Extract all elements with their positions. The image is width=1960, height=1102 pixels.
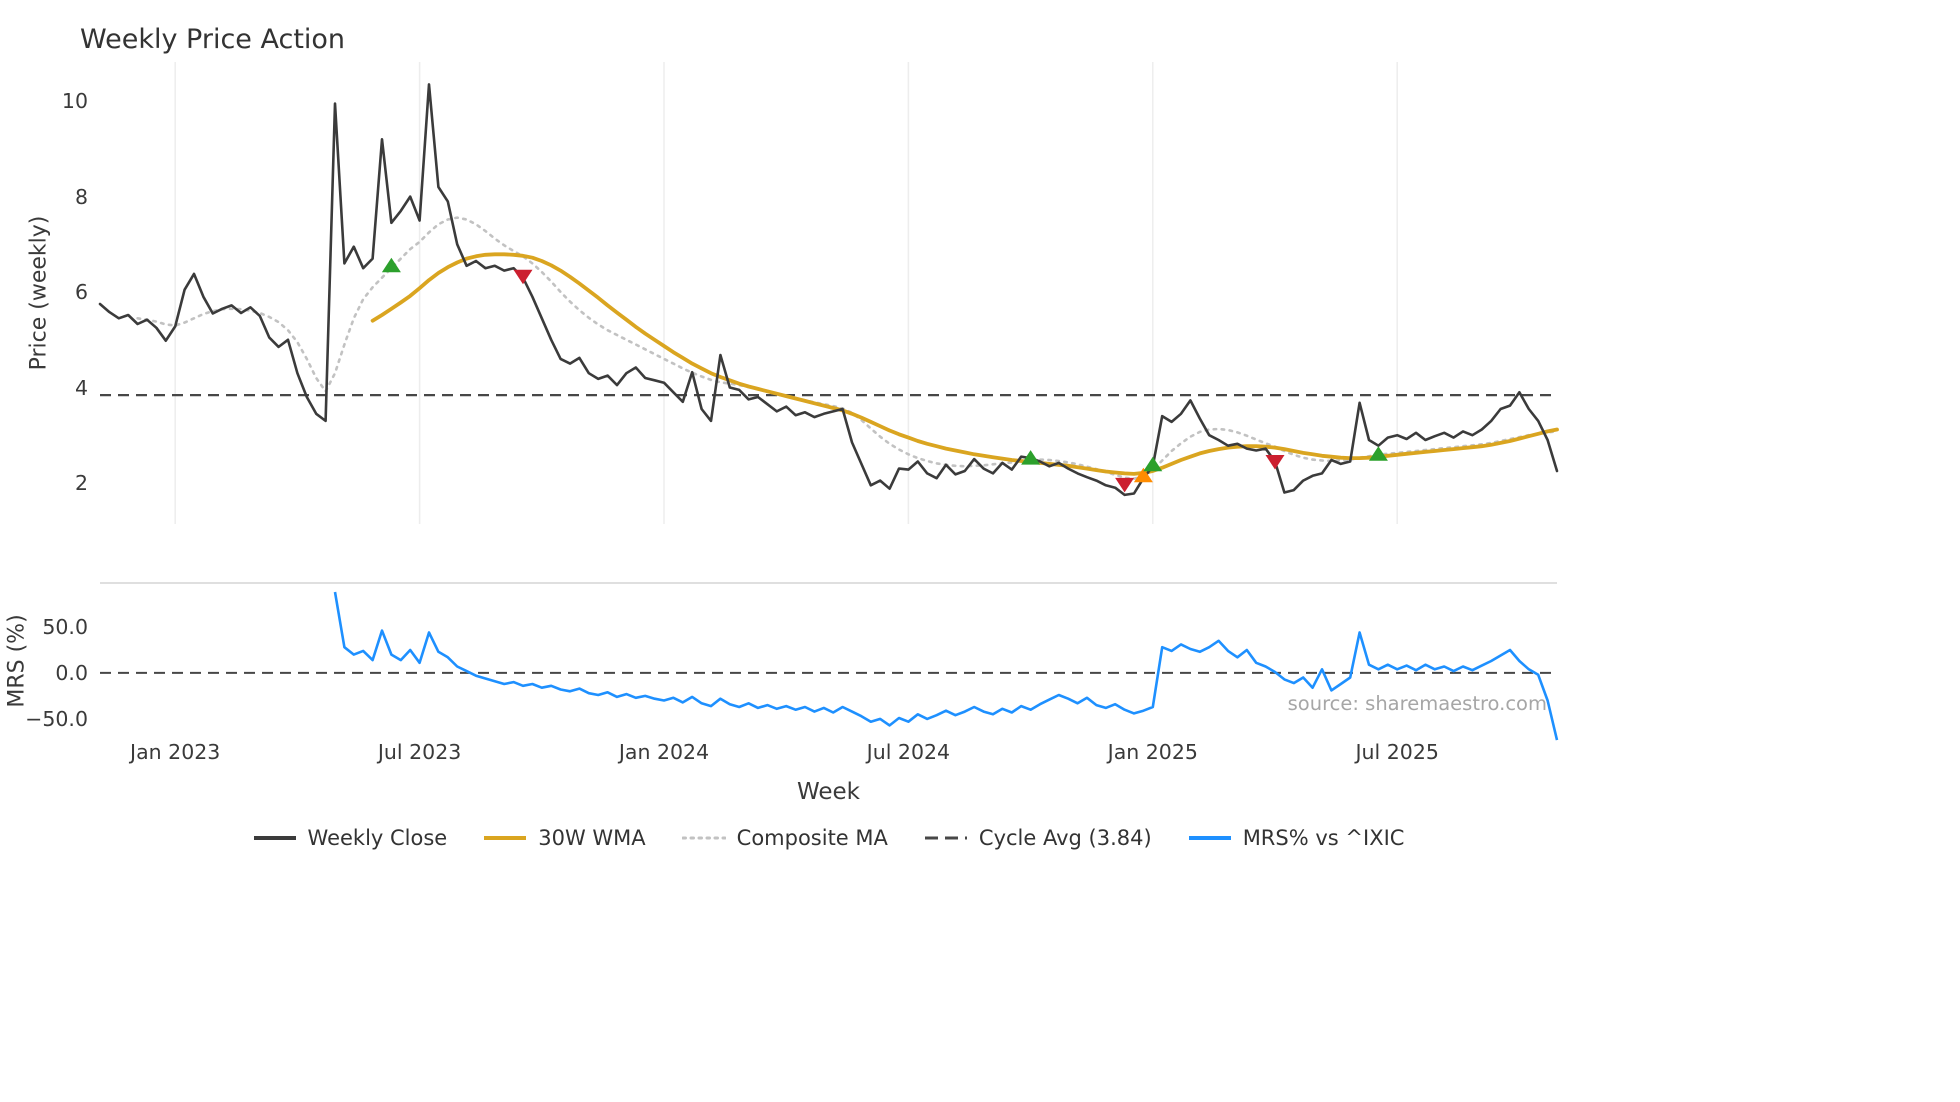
source-credit: source: sharemaestro.com — [1287, 692, 1547, 715]
composite-ma-line — [136, 216, 1559, 480]
buy-signal-marker — [1368, 446, 1388, 461]
x-axis-label: Week — [796, 779, 860, 805]
buy-signal-marker — [1021, 450, 1041, 465]
buy-signal-marker — [381, 257, 401, 273]
legend-label: Cycle Avg (3.84) — [978, 826, 1152, 850]
legend-item-mrs: MRS% vs ^IXIC — [1188, 826, 1405, 850]
legend-label: 30W WMA — [538, 826, 646, 850]
sell-signal-marker — [513, 269, 533, 285]
mrs-swatch — [1188, 834, 1232, 842]
weekly-close-line — [98, 83, 1559, 497]
price-axis-label: Price (weekly) — [26, 215, 52, 371]
wma-line — [370, 252, 1559, 476]
legend-label: MRS% vs ^IXIC — [1242, 826, 1405, 850]
legend-item-composite-ma: Composite MA — [681, 826, 888, 850]
legend-item-cycle-avg: Cycle Avg (3.84) — [924, 826, 1152, 850]
legend-item-weekly-close: Weekly Close — [253, 826, 448, 850]
sell-signal-marker — [1265, 455, 1285, 470]
chart-legend: Weekly Close 30W WMA Composite MA Cycle … — [100, 826, 1557, 850]
cycle-avg-swatch — [924, 834, 968, 842]
sell-signal-marker — [1115, 477, 1135, 493]
buy-signal-marker — [1143, 456, 1163, 472]
alert-signal-marker — [1133, 467, 1153, 483]
chart-title: Weekly Price Action — [80, 24, 346, 56]
legend-item-30w-wma: 30W WMA — [483, 826, 646, 850]
composite-ma-swatch — [681, 834, 726, 842]
weekly-close-swatch — [253, 834, 297, 842]
mrs-axis-label: MRS (%) — [4, 614, 30, 708]
wma-swatch — [483, 834, 527, 842]
mrs-line — [333, 591, 1559, 741]
legend-label: Weekly Close — [307, 826, 448, 850]
legend-label: Composite MA — [736, 826, 888, 850]
